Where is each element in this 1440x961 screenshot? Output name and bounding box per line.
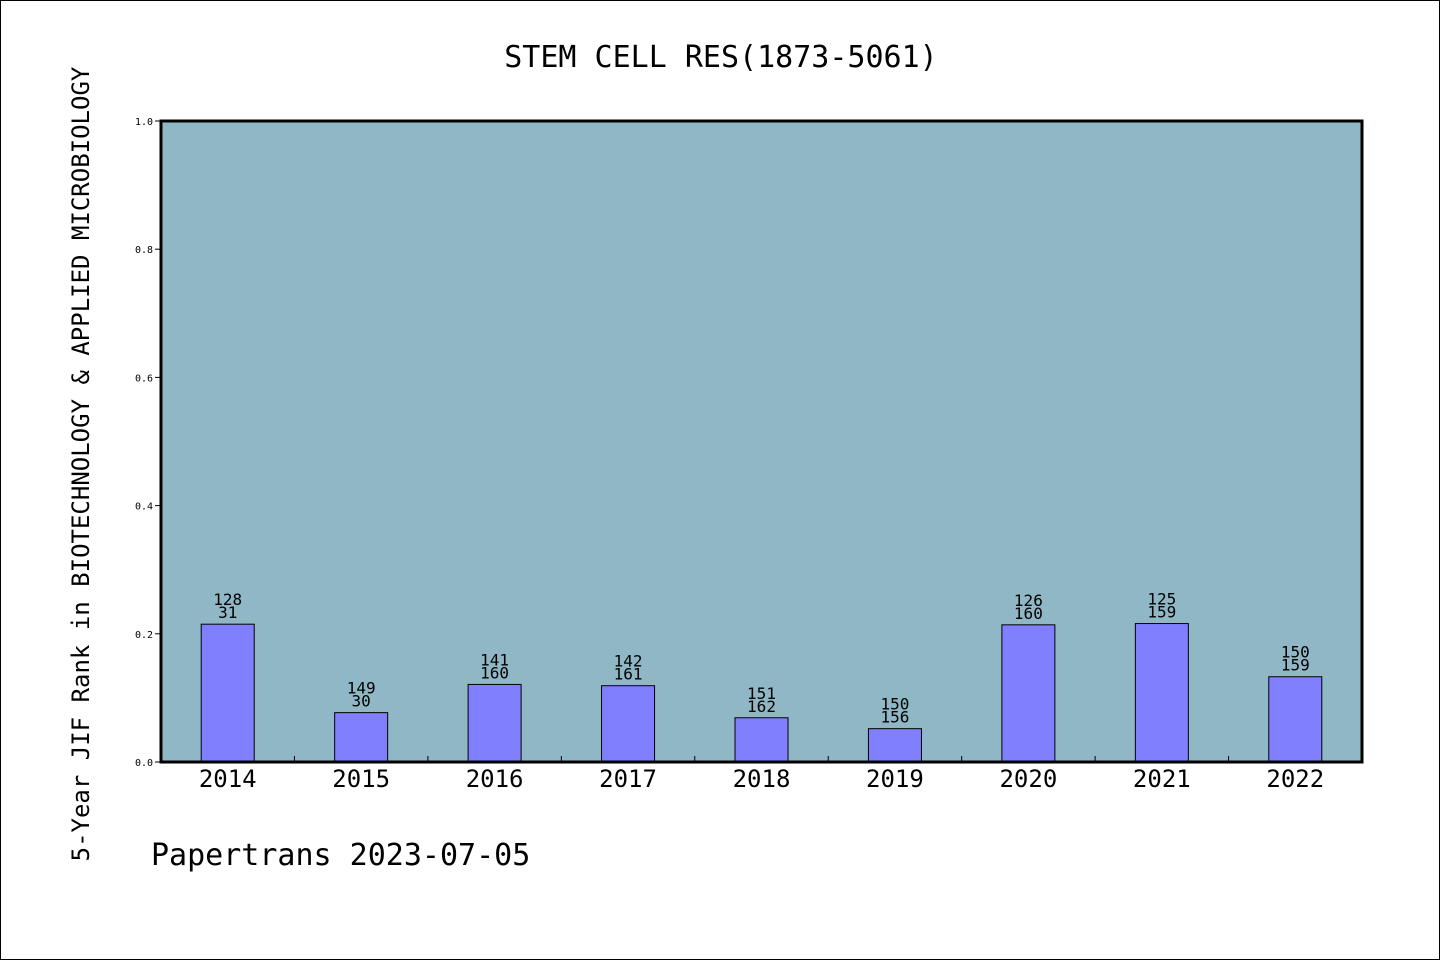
bar-label-bottom: 30 — [352, 692, 371, 711]
bar-label-top: 141 — [480, 650, 509, 669]
bar — [734, 717, 789, 763]
bar-label-bottom: 156 — [880, 708, 909, 727]
bar-label-bottom: 31 — [218, 603, 237, 622]
bar-label-top: 149 — [347, 679, 376, 698]
x-tick-label: 2016 — [466, 765, 524, 793]
y-axis-label: 5-Year JIF Rank in BIOTECHNOLOGY & APPLI… — [67, 66, 95, 861]
bar — [1001, 624, 1056, 763]
bar — [200, 623, 255, 763]
bar-label-top: 126 — [1014, 591, 1043, 610]
chart-title: STEM CELL RES(1873-5061) — [504, 40, 937, 75]
bar-label-top: 150 — [1281, 643, 1310, 662]
y-tick-label: 0.2 — [135, 630, 153, 641]
y-tick-label: 0.0 — [135, 758, 153, 769]
bar-label-top: 142 — [614, 652, 643, 671]
bar — [1268, 676, 1323, 763]
bar-label-bottom: 160 — [1014, 604, 1043, 623]
x-tick-label: 2015 — [332, 765, 390, 793]
bar-label-bottom: 162 — [747, 697, 776, 716]
x-tick-label: 2021 — [1133, 765, 1191, 793]
y-tick-label: 0.8 — [135, 245, 153, 256]
x-tick-label: 2019 — [866, 765, 924, 793]
bar — [334, 712, 389, 763]
y-tick-label: 0.6 — [135, 373, 153, 384]
bar-label-bottom: 160 — [480, 663, 509, 682]
x-tick-label: 2014 — [199, 765, 257, 793]
bar-label-top: 150 — [880, 695, 909, 714]
bar-label-bottom: 161 — [614, 665, 643, 684]
y-tick-label: 1.0 — [135, 117, 153, 128]
x-axis: 2014 2015 2016 2017 2018 2019 2020 2021 2022 — [199, 756, 1324, 793]
bar — [601, 685, 656, 763]
y-tick-label: 0.4 — [135, 502, 153, 513]
x-tick-label: 2017 — [599, 765, 657, 793]
plot-border — [159, 119, 1364, 764]
bar-label-bottom: 159 — [1281, 656, 1310, 675]
bar — [867, 728, 922, 763]
footer-text: Papertrans 2023-07-05 — [151, 838, 530, 873]
x-tick-label: 2018 — [733, 765, 791, 793]
bar — [467, 683, 522, 763]
bar-label-top: 125 — [1147, 590, 1176, 609]
bar-label-top: 128 — [213, 590, 242, 609]
x-tick-label: 2020 — [999, 765, 1057, 793]
bar-label-top: 151 — [747, 684, 776, 703]
bar — [1134, 623, 1189, 763]
y-axis: 0.0 0.2 0.4 0.6 0.8 1.0 — [135, 117, 161, 769]
bar-label-bottom: 159 — [1147, 603, 1176, 622]
x-tick-label: 2022 — [1266, 765, 1324, 793]
